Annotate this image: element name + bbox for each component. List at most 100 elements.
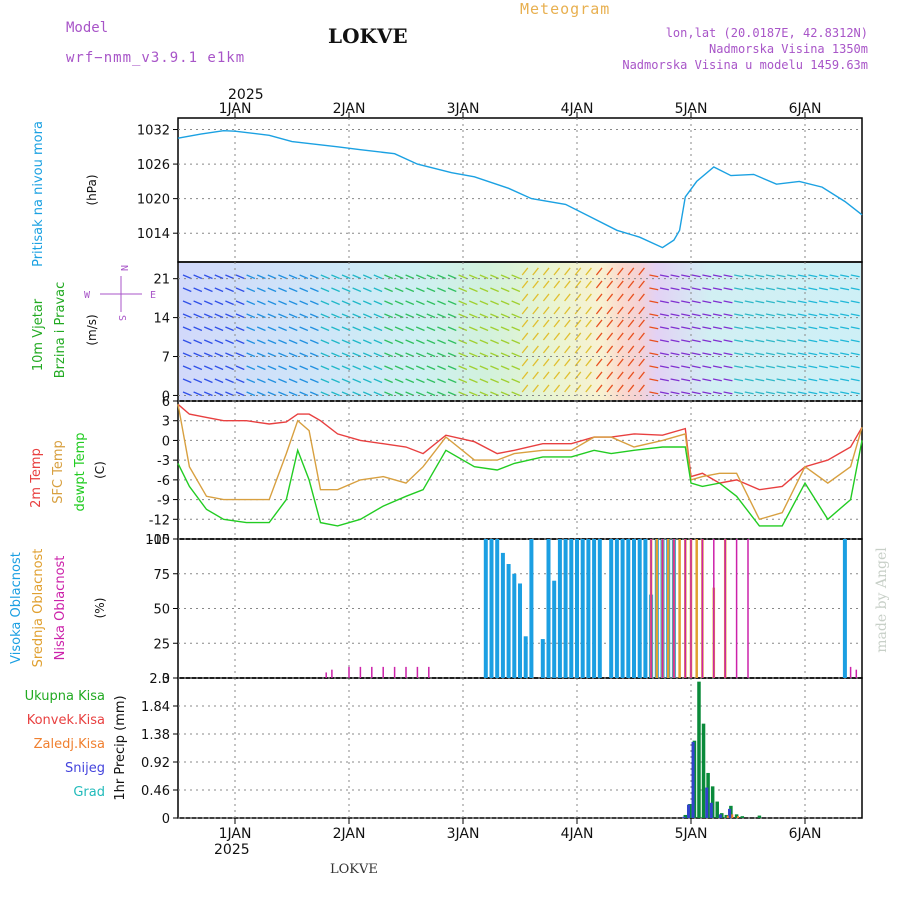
wind-barb [373, 287, 383, 293]
top-day-label: 2JAN [333, 101, 366, 117]
wind-barb [776, 326, 786, 330]
wind-barb [362, 365, 372, 371]
wind-barb [787, 365, 797, 369]
wind-barb [309, 300, 319, 306]
top-day-label: 3JAN [447, 101, 480, 117]
wind-barb [246, 339, 256, 345]
wind-barb [574, 267, 582, 276]
wind-barb [426, 391, 436, 397]
wind-barb [776, 313, 786, 317]
coords-label: lon,lat (20.0187E, 42.8312N) [665, 26, 868, 40]
precip-legend-item: Snijeg [65, 761, 105, 776]
wind-barb [532, 371, 539, 380]
wind-barb [426, 300, 436, 306]
wind-barb [595, 267, 603, 276]
wind-barb [734, 391, 744, 395]
wind-barb [681, 339, 691, 343]
wind-barb [511, 339, 521, 345]
wind-barb [638, 306, 645, 315]
wind-barb [850, 287, 860, 291]
total-precip-bar [715, 801, 719, 818]
wind-barb [299, 287, 309, 293]
wind-barb [659, 313, 669, 317]
low-cloud-bar [661, 539, 664, 678]
total-precip-bar [701, 723, 706, 818]
wind-barb [320, 365, 330, 371]
wind-barb [341, 339, 351, 345]
wind-barb [617, 319, 624, 328]
wind-barb [649, 287, 659, 291]
wind-barb [182, 313, 192, 319]
top-day-label: 4JAN [561, 101, 594, 117]
watermark: made by Angel [874, 547, 890, 653]
wind-barb [818, 274, 828, 278]
wind-barb [256, 274, 266, 280]
wind-barb [299, 378, 309, 384]
wind-barb [299, 365, 309, 371]
wind-barb [246, 287, 256, 293]
wind-barb [394, 326, 404, 332]
high-cloud-bar [626, 539, 631, 678]
wind-barb [691, 339, 701, 343]
wind-barb [256, 378, 266, 384]
wind-barb [331, 352, 340, 358]
wind-barb [627, 358, 635, 367]
snow-bar [709, 802, 713, 818]
wind-barb [521, 332, 529, 341]
wind-barb [193, 274, 203, 280]
wind-barb [840, 274, 850, 278]
wind-barb [829, 274, 839, 278]
wind-barb [691, 287, 701, 291]
wind-barb [574, 319, 582, 328]
wind-barb [744, 326, 754, 330]
mid-cloud-bar [695, 539, 698, 678]
wind-barb [341, 352, 351, 358]
low-cloud-bar [747, 539, 749, 678]
wind-barb [670, 365, 680, 369]
wind-barb [373, 391, 383, 397]
wind-barb [723, 365, 733, 369]
wind-barb [595, 306, 603, 315]
wind-barb [511, 313, 521, 319]
wind-barb [437, 326, 446, 332]
wind-barb [829, 391, 839, 395]
bottom-day-label: 1JAN [219, 826, 252, 842]
wind-barb [384, 378, 393, 384]
wind-barb [394, 365, 404, 371]
wind-barb [500, 352, 510, 358]
wind-barb [447, 300, 457, 306]
low-cloud-bar [405, 666, 407, 678]
wind-barb [214, 313, 224, 319]
wind-barb [299, 391, 309, 397]
wind-barb [829, 300, 839, 304]
wind-barb [691, 378, 701, 382]
wind-barb [468, 352, 478, 358]
wind-barb [352, 300, 362, 306]
ytick-label-p1: 7 [162, 351, 170, 366]
wind-barb [850, 326, 860, 330]
wind-barb [405, 313, 415, 319]
wind-barb [214, 378, 224, 384]
wind-barb [394, 287, 404, 293]
wind-barb [415, 274, 425, 280]
wind-barb [373, 300, 383, 306]
wind-barb [659, 274, 669, 278]
wind-barb [797, 287, 807, 291]
wind-barb [256, 326, 266, 332]
wind-barb [447, 365, 457, 371]
wind-barb [447, 313, 457, 319]
snow-bar [718, 814, 722, 818]
wind-barb [256, 300, 266, 306]
wind-barb [479, 339, 489, 345]
wind-barb [437, 300, 446, 306]
wind-barb [691, 352, 701, 356]
wind-barb [808, 378, 818, 382]
wind-barb [373, 378, 383, 384]
wind-barb [681, 391, 691, 395]
wind-barb [829, 326, 839, 330]
wind-barb [776, 300, 786, 304]
wind-barb [755, 300, 765, 304]
wind-barb [564, 293, 571, 302]
wind-barb [606, 332, 614, 341]
